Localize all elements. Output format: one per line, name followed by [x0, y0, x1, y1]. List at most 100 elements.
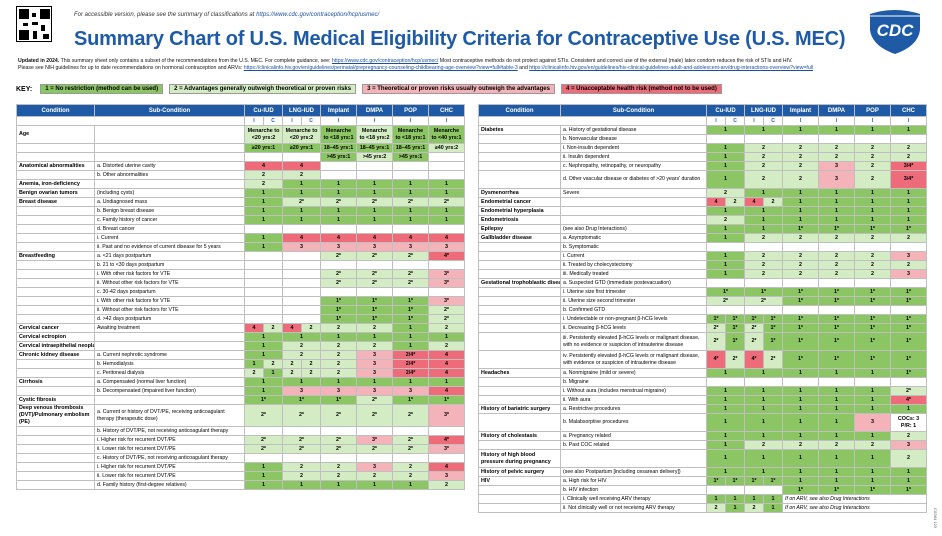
value-cell: 1*	[763, 332, 783, 351]
table-row: i. Higher risk for recurrent DVT/PE 2* 2* 2…	[16, 435, 465, 445]
value-cell: 2	[890, 143, 927, 153]
value-cell: 2*	[320, 404, 357, 427]
value-cell: 1	[818, 386, 855, 396]
value-cell: 1	[818, 395, 855, 405]
value-cell: 1	[392, 323, 429, 333]
value-cell: 3	[428, 242, 465, 252]
value-cell: 1	[744, 368, 783, 378]
sub-condition-cell: b. 21 to <30 days postpartum	[94, 260, 245, 270]
value-cell	[320, 260, 357, 270]
sub-condition-cell: i. Clinically well receiving ARV therapy	[560, 494, 707, 504]
ic-spacer	[478, 116, 707, 126]
condition-cell: Diabetes	[478, 125, 561, 135]
update-link-2[interactable]: https://clinicalinfo.hiv.gov/en/guidelin…	[243, 65, 518, 72]
value-cell: ≥20 yrs:1	[244, 143, 283, 153]
condition-cell	[16, 242, 95, 252]
value-cell	[282, 269, 321, 279]
value-cell: 4*	[428, 251, 465, 261]
value-cell: 1	[282, 206, 321, 216]
table-row: c. Family history of cancer 1 1 1 1 1 1	[16, 215, 465, 225]
value-cell: 4	[320, 233, 357, 243]
condition-cell	[478, 134, 561, 144]
value-cell: 1	[818, 467, 855, 477]
sub-condition-cell: ii. Not clinically well or not receiving…	[560, 503, 707, 513]
value-cell: 1	[744, 125, 783, 135]
qr-code-icon[interactable]	[16, 6, 52, 42]
value-cell: 1	[782, 188, 819, 198]
value-cell: 1*	[392, 395, 429, 405]
value-cell: 2	[282, 341, 321, 351]
value-cell: 3	[356, 350, 393, 360]
value-cell: 1	[854, 449, 891, 468]
value-cell	[244, 426, 283, 436]
condition-cell	[478, 251, 561, 261]
access-link[interactable]: https://www.cdc.gov/contraception/hcp/us…	[256, 12, 380, 18]
value-cell: 1	[706, 368, 745, 378]
sub-condition-cell: ii. With aura	[560, 395, 707, 405]
condition-cell: Dysmenorrhea	[478, 188, 561, 198]
key-label: KEY:	[16, 85, 33, 93]
value-cell: 2	[282, 368, 302, 378]
update-link-3[interactable]: https://clinicalinfo.hiv.gov/en/guidelin…	[529, 65, 814, 72]
update-and: and	[519, 65, 528, 72]
sub-condition-cell: b. Symptomatic	[560, 242, 707, 252]
value-cell: 2	[854, 143, 891, 153]
table-row: i. Current 1 2 2 2 2 3	[478, 251, 927, 261]
condition-cell: HIV	[478, 476, 561, 486]
value-cell: 1*	[782, 323, 819, 333]
value-cell: 1*	[782, 296, 819, 306]
value-cell: 2*	[428, 305, 465, 315]
condition-cell	[16, 314, 95, 324]
value-cell: 1	[706, 413, 745, 432]
ic-label: I	[744, 116, 764, 126]
value-cell: 2	[782, 440, 819, 450]
value-cell: 2	[854, 152, 891, 162]
ic-label: I	[890, 116, 927, 126]
key-item-1: 1 = No restriction (method can be used)	[40, 84, 164, 94]
value-cell: 2*	[244, 444, 283, 454]
condition-cell	[478, 440, 561, 450]
value-cell: 2	[301, 368, 321, 378]
col-header-cu-iud: Cu-IUD	[706, 104, 745, 117]
table-row: i. Non-insulin dependent 1 2 2 2 2 2	[478, 143, 927, 153]
value-cell: 2*	[244, 404, 283, 427]
value-cell: 4*	[706, 350, 726, 369]
update-heading: Updated in 2024.	[18, 58, 60, 64]
value-cell: 1	[744, 188, 783, 198]
update-link-1[interactable]: https://www.cdc.gov/contraception/hcp/us…	[331, 58, 439, 64]
table-row: ii. Uterine size second trimester 2* 2* 1* 1…	[478, 296, 927, 306]
condition-cell: Endometrial cancer	[478, 197, 561, 207]
value-cell: 2*	[428, 314, 465, 324]
table-row: b. Nonvascular disease	[478, 134, 927, 144]
sub-condition-cell: a. High risk for HIV	[560, 476, 707, 486]
value-cell: 1	[818, 197, 855, 207]
condition-cell	[16, 359, 95, 369]
value-cell	[320, 453, 357, 463]
sub-condition-cell: d. Breast cancer	[94, 224, 245, 234]
value-cell	[854, 377, 891, 387]
sub-condition-cell	[560, 449, 707, 468]
sub-condition-cell: i. Uterine size first trimester	[560, 287, 707, 297]
value-cell: 1	[854, 386, 891, 396]
value-cell: 2*	[356, 404, 393, 427]
value-cell: 1*	[890, 287, 927, 297]
value-cell: 1	[890, 467, 927, 477]
value-cell: 2*	[392, 251, 429, 261]
value-cell: 4	[744, 197, 764, 207]
sub-condition-cell	[560, 197, 707, 207]
value-cell: 2*	[282, 435, 321, 445]
condition-cell	[16, 462, 95, 472]
table-row: ii. Without other risk factors for VTE 2*…	[16, 278, 465, 288]
sub-condition-cell: i. Undetectable or non-pregnant β-hCG le…	[560, 314, 707, 324]
condition-cell	[16, 269, 95, 279]
value-cell: 1	[356, 480, 393, 490]
condition-cell	[478, 314, 561, 324]
sub-condition-cell: ii. Past and no evidence of current dise…	[94, 242, 245, 252]
value-cell: 1*	[320, 395, 357, 405]
value-cell: 2	[782, 161, 819, 171]
value-cell: 3	[282, 242, 321, 252]
value-cell: 1*	[706, 476, 726, 486]
value-cell: 1*	[356, 314, 393, 324]
condition-cell	[478, 503, 561, 513]
sub-condition-cell: a. Asymptomatic	[560, 233, 707, 243]
